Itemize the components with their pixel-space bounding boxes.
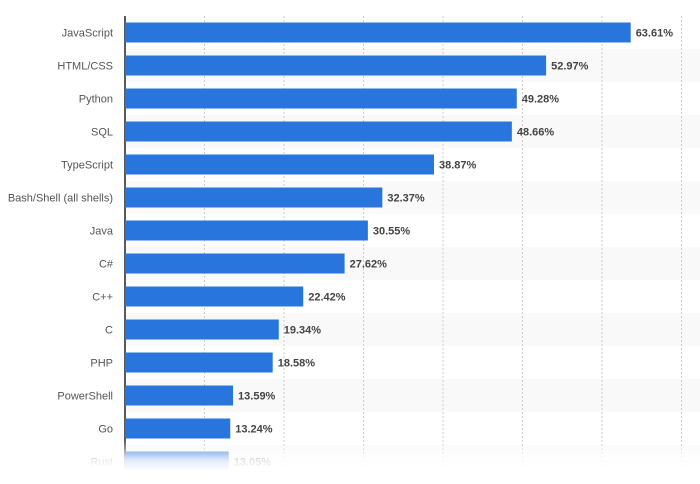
- bar: [125, 319, 279, 340]
- category-label: Python: [79, 94, 113, 106]
- category-label: TypeScript: [61, 160, 113, 172]
- data-label: 32.37%: [387, 193, 425, 205]
- bottom-fade-overlay: [0, 440, 700, 484]
- category-label: JavaScript: [62, 28, 113, 40]
- bar: [125, 220, 368, 241]
- bar: [125, 88, 517, 109]
- category-label: Go: [98, 424, 113, 436]
- category-label: C++: [92, 292, 113, 304]
- category-label: C: [105, 325, 113, 337]
- data-label: 22.42%: [308, 292, 346, 304]
- data-label: 13.59%: [238, 391, 276, 403]
- data-label: 52.97%: [551, 61, 589, 73]
- category-label: C#: [99, 259, 114, 271]
- bar: [125, 22, 631, 43]
- bar: [125, 286, 304, 307]
- data-label: 30.55%: [373, 226, 411, 238]
- bar: [125, 154, 435, 175]
- category-label: Bash/Shell (all shells): [8, 193, 113, 205]
- data-label: 27.62%: [350, 259, 388, 271]
- category-label: PHP: [90, 358, 113, 370]
- data-label: 19.34%: [284, 325, 322, 337]
- data-label: 49.28%: [522, 94, 560, 106]
- bar: [125, 55, 547, 76]
- bar: [125, 385, 234, 406]
- category-label: PowerShell: [57, 391, 113, 403]
- data-label: 13.24%: [235, 424, 273, 436]
- data-label: 38.87%: [439, 160, 477, 172]
- bar: [125, 187, 383, 208]
- category-label: SQL: [91, 127, 113, 139]
- category-label: Java: [90, 226, 114, 238]
- bar: [125, 418, 231, 439]
- bar: [125, 121, 512, 142]
- bar: [125, 253, 345, 274]
- data-label: 48.66%: [517, 127, 555, 139]
- bar: [125, 352, 273, 373]
- data-label: 18.58%: [278, 358, 316, 370]
- category-label: HTML/CSS: [57, 61, 113, 73]
- data-label: 63.61%: [636, 28, 674, 40]
